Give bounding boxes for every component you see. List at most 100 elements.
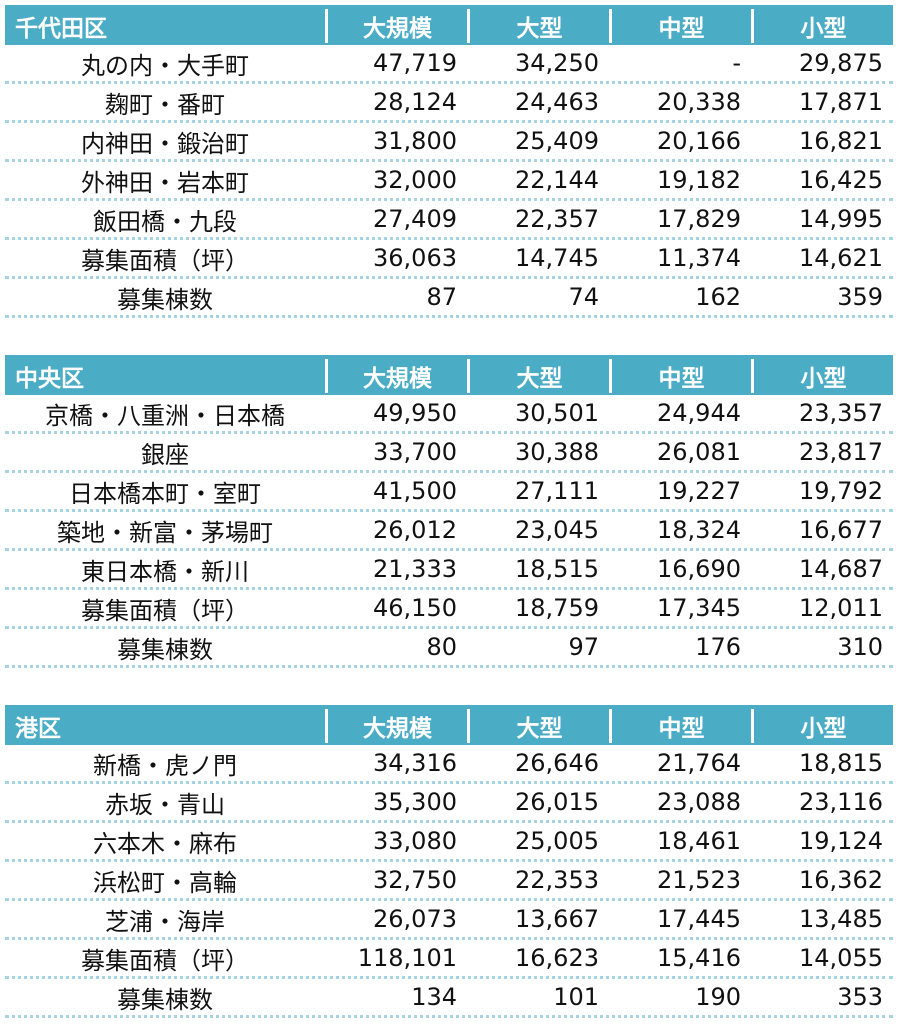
cell-value: 23,116	[799, 788, 883, 816]
cell-value: 176	[695, 633, 741, 661]
row-label: 麹町・番町	[105, 90, 225, 119]
cell-value: 24,463	[515, 88, 599, 116]
cell-value: 16,362	[799, 866, 883, 894]
cell-value: 41,500	[373, 477, 457, 505]
table-row: 東日本橋・新川 21,333 18,515 16,690 14,687	[5, 551, 893, 590]
cell-value: 14,995	[799, 205, 883, 233]
header-row: 中央区 大規模 大型 中型 小型	[5, 355, 893, 395]
cell-value: 87	[426, 283, 457, 311]
cell-value: 16,425	[799, 166, 883, 194]
table-row: 募集面積（坪） 36,063 14,745 11,374 14,621	[5, 240, 893, 279]
cell-value: 17,871	[799, 88, 883, 116]
cell-value: 35,300	[373, 788, 457, 816]
column-header: 中型	[609, 359, 751, 393]
cell-value: 27,409	[373, 205, 457, 233]
column-header: 小型	[751, 709, 893, 743]
district-title: 千代田区	[15, 16, 107, 42]
cell-value: 14,745	[515, 244, 599, 272]
cell-value: 33,700	[373, 438, 457, 466]
row-label: 募集棟数	[117, 635, 213, 664]
district-table: 中央区 大規模 大型 中型 小型 京橋・八重洲・日本橋 49,950 30,501 24,944…	[5, 355, 893, 668]
row-label: 丸の内・大手町	[81, 51, 249, 80]
cell-value: 46,150	[373, 594, 457, 622]
cell-value: 14,621	[799, 244, 883, 272]
cell-value: 16,623	[515, 944, 599, 972]
cell-value: 23,357	[799, 399, 883, 427]
cell-value: 15,416	[657, 944, 741, 972]
row-label: 芝浦・海岸	[105, 907, 225, 936]
cell-value: -	[732, 49, 741, 77]
cell-value: 17,445	[657, 905, 741, 933]
cell-value: 17,829	[657, 205, 741, 233]
district-table: 港区 大規模 大型 中型 小型新橋・虎ノ門 34,316 26,646 21,764 18,81…	[5, 705, 893, 1018]
cell-value: 47,719	[373, 49, 457, 77]
district-title: 中央区	[15, 366, 84, 392]
cell-value: 16,690	[657, 555, 741, 583]
table-row: 外神田・岩本町 32,000 22,144 19,182 16,425	[5, 162, 893, 201]
cell-value: 14,055	[799, 944, 883, 972]
table-row: 募集棟数 80 97 176 310	[5, 629, 893, 668]
cell-value: 23,817	[799, 438, 883, 466]
cell-value: 19,792	[799, 477, 883, 505]
cell-value: 310	[837, 633, 883, 661]
cell-value: 23,045	[515, 516, 599, 544]
cell-value: 118,101	[357, 944, 457, 972]
cell-value: 14,687	[799, 555, 883, 583]
column-header: 大規模	[325, 359, 467, 393]
row-label: 飯田橋・九段	[93, 207, 237, 236]
column-header: 大型	[467, 9, 609, 43]
cell-value: 16,821	[799, 127, 883, 155]
table-row: 赤坂・青山 35,300 26,015 23,088 23,116	[5, 784, 893, 823]
table-row: 募集棟数 87 74 162 359	[5, 279, 893, 318]
table-row: 新橋・虎ノ門 34,316 26,646 21,764 18,815	[5, 745, 893, 784]
district-table: 千代田区 大規模 大型 中型 小型丸の内・大手町 47,719 34,250 - 29,875 麹…	[5, 5, 893, 318]
cell-value: 18,759	[515, 594, 599, 622]
cell-value: 29,875	[799, 49, 883, 77]
cell-value: 22,357	[515, 205, 599, 233]
cell-value: 13,485	[799, 905, 883, 933]
table-row: 募集面積（坪） 46,150 18,759 17,345 12,011	[5, 590, 893, 629]
table-row: 日本橋本町・室町 41,500 27,111 19,227 19,792	[5, 473, 893, 512]
cell-value: 27,111	[515, 477, 599, 505]
cell-value: 26,646	[515, 749, 599, 777]
row-label: 募集面積（坪）	[81, 246, 249, 275]
cell-value: 134	[411, 983, 457, 1011]
table-row: 募集棟数 134 101 190 353	[5, 979, 893, 1018]
header-row: 港区 大規模 大型 中型 小型	[5, 705, 893, 745]
column-header: 大規模	[325, 709, 467, 743]
cell-value: 24,944	[657, 399, 741, 427]
row-label: 銀座	[141, 440, 189, 469]
cell-value: 74	[568, 283, 599, 311]
cell-value: 26,015	[515, 788, 599, 816]
cell-value: 12,011	[799, 594, 883, 622]
row-label: 新橋・虎ノ門	[93, 751, 237, 780]
cell-value: 28,124	[373, 88, 457, 116]
table-row: 銀座 33,700 30,388 26,081 23,817	[5, 434, 893, 473]
cell-value: 25,005	[515, 827, 599, 855]
column-header: 小型	[751, 359, 893, 393]
cell-value: 22,144	[515, 166, 599, 194]
cell-value: 21,333	[373, 555, 457, 583]
cell-value: 18,461	[657, 827, 741, 855]
header-row: 千代田区 大規模 大型 中型 小型	[5, 5, 893, 45]
cell-value: 33,080	[373, 827, 457, 855]
cell-value: 18,815	[799, 749, 883, 777]
cell-value: 34,316	[373, 749, 457, 777]
cell-value: 36,063	[373, 244, 457, 272]
table-row: 丸の内・大手町 47,719 34,250 - 29,875	[5, 45, 893, 84]
table-row: 芝浦・海岸 26,073 13,667 17,445 13,485	[5, 901, 893, 940]
column-header: 小型	[751, 9, 893, 43]
cell-value: 21,764	[657, 749, 741, 777]
cell-value: 34,250	[515, 49, 599, 77]
row-label: 募集棟数	[117, 985, 213, 1014]
cell-value: 31,800	[373, 127, 457, 155]
cell-value: 20,338	[657, 88, 741, 116]
cell-value: 17,345	[657, 594, 741, 622]
row-label: 京橋・八重洲・日本橋	[45, 401, 285, 430]
cell-value: 32,750	[373, 866, 457, 894]
cell-value: 32,000	[373, 166, 457, 194]
column-header: 大型	[467, 359, 609, 393]
cell-value: 30,501	[515, 399, 599, 427]
cell-value: 16,677	[799, 516, 883, 544]
cell-value: 26,073	[373, 905, 457, 933]
